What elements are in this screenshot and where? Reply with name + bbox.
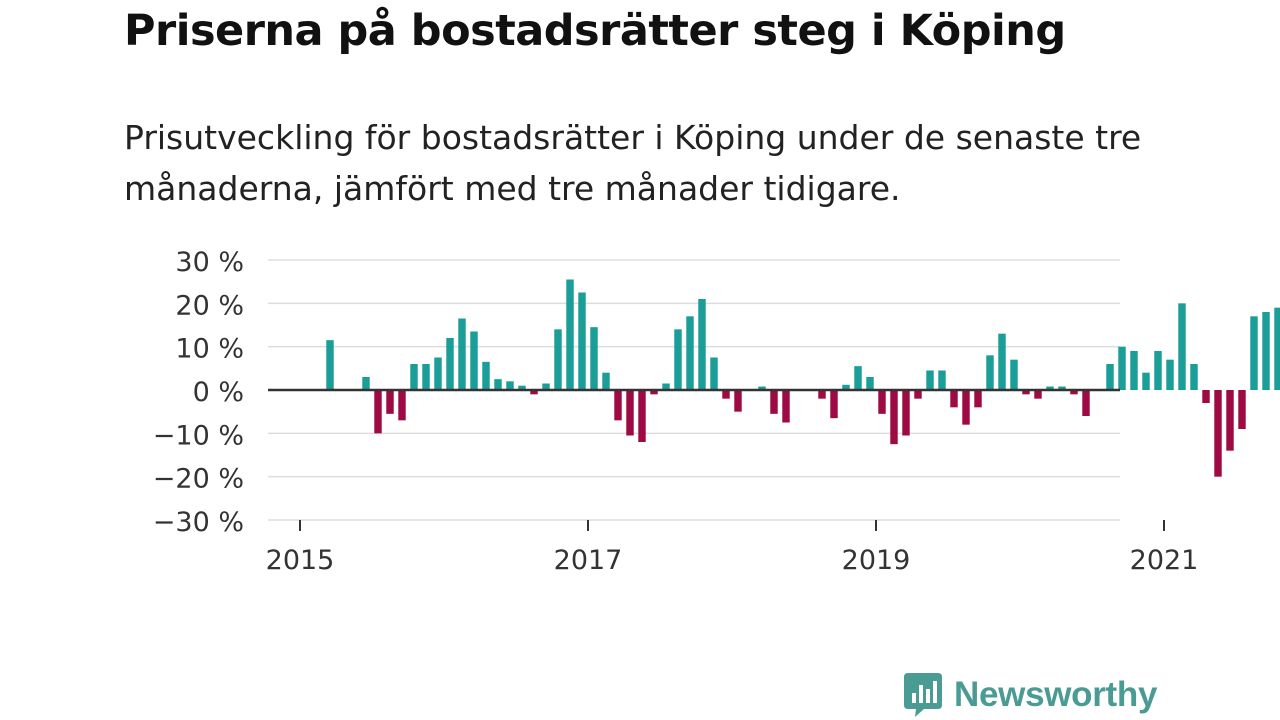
bar [386, 390, 394, 414]
y-tick-label: −30 % [153, 507, 244, 538]
bar [926, 370, 934, 390]
bar [1250, 316, 1258, 390]
bar [818, 390, 826, 399]
bar [1118, 346, 1126, 390]
bar [1190, 364, 1198, 390]
bar [686, 316, 694, 390]
bar [362, 377, 370, 390]
bar [782, 390, 790, 423]
x-tick-label: 2021 [1130, 545, 1199, 576]
bar [602, 372, 610, 390]
bar [758, 386, 766, 390]
bar [890, 390, 898, 445]
bar [374, 390, 382, 434]
bar [566, 279, 574, 390]
bar [1022, 390, 1030, 395]
bar [578, 292, 586, 390]
bar [1046, 386, 1054, 390]
bar [902, 390, 910, 436]
x-tick-label: 2017 [554, 545, 623, 576]
x-tick-label: 2019 [842, 545, 911, 576]
bar [1106, 364, 1114, 390]
bar [674, 329, 682, 390]
bar [914, 390, 922, 399]
bar [494, 379, 502, 390]
bar [734, 390, 742, 412]
bar [1214, 390, 1222, 477]
bar [1058, 386, 1066, 390]
newsworthy-logo-icon [904, 673, 942, 717]
brand-name: Newsworthy [954, 675, 1158, 714]
bar [1010, 359, 1018, 390]
bar [1178, 303, 1186, 390]
bar [482, 361, 490, 390]
bar [1166, 359, 1174, 390]
y-tick-label: −10 % [153, 420, 244, 451]
bar [530, 390, 538, 395]
bar [698, 299, 706, 390]
bar [410, 364, 418, 390]
bar [1130, 351, 1138, 390]
bar [434, 357, 442, 390]
bar-chart: 30 % 20 % 10 % 0 % −10 % −20 % −30 % 2015 2017 20… [153, 247, 1280, 576]
bar [470, 331, 478, 390]
bar [710, 357, 718, 390]
bar [422, 364, 430, 390]
bar [650, 390, 658, 395]
bar [1202, 390, 1210, 403]
newsworthy-logo: Newsworthy [902, 670, 1157, 720]
bar [866, 377, 874, 390]
bar [398, 390, 406, 421]
y-tick-label: 20 % [175, 290, 244, 321]
bar [446, 338, 454, 390]
bar [830, 390, 838, 419]
bar [974, 390, 982, 408]
bar [770, 390, 778, 414]
bar [1274, 307, 1280, 390]
bar [1262, 312, 1270, 390]
y-tick-label: 0 % [193, 377, 244, 408]
bar [986, 355, 994, 390]
chart-subtitle: Prisutveckling för bostadsrätter i Köpin… [124, 118, 1142, 208]
bar [326, 340, 334, 390]
y-tick-label: 10 % [175, 334, 244, 365]
bar [1238, 390, 1246, 429]
bar [842, 384, 850, 390]
bar [998, 333, 1006, 390]
bar [938, 370, 946, 390]
bar [458, 318, 466, 390]
bar [722, 390, 730, 399]
bar [1154, 351, 1162, 390]
bar [1226, 390, 1234, 451]
bar [878, 390, 886, 414]
y-tick-label: −20 % [153, 464, 244, 495]
bar [506, 381, 514, 390]
bar [614, 390, 622, 421]
bar [518, 385, 526, 390]
bar [950, 390, 958, 408]
bar [542, 383, 550, 390]
bar [626, 390, 634, 436]
bar [962, 390, 970, 425]
bar [590, 327, 598, 390]
bar [854, 366, 862, 390]
bar [662, 383, 670, 390]
bar [1034, 390, 1042, 399]
chart-title: Priserna på bostadsrätter steg i Köping [124, 6, 1066, 56]
x-tick-label: 2015 [266, 545, 335, 576]
bar [1070, 390, 1078, 395]
y-tick-label: 30 % [175, 247, 244, 278]
bar [1142, 372, 1150, 390]
bar [554, 329, 562, 390]
bar [638, 390, 646, 442]
bar [1082, 390, 1090, 416]
